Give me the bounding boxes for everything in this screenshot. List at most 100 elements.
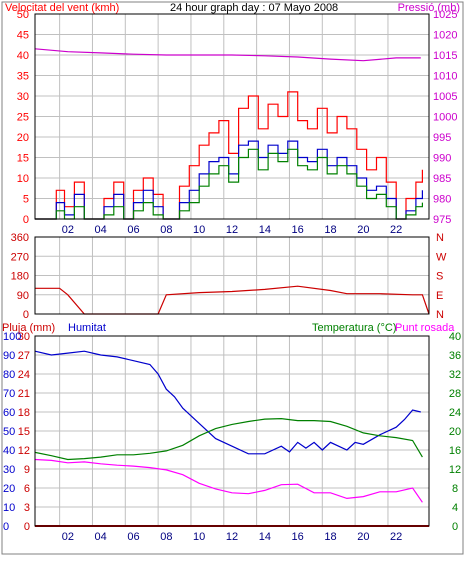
wind-tick-45: 45 xyxy=(17,30,29,42)
direction-tick-360: 360 xyxy=(11,232,29,244)
wind-tick-0: 0 xyxy=(23,214,29,226)
wind-x-tick-02: 02 xyxy=(62,224,74,236)
compass-tick-0: N xyxy=(436,232,444,244)
humidity-x-tick-18: 18 xyxy=(324,531,336,543)
pressure-tick-1010: 1010 xyxy=(433,71,457,83)
humidity-x-tick-14: 14 xyxy=(259,531,271,543)
humidity-axis-label: Humitat xyxy=(68,322,106,334)
humidity-panel-frame xyxy=(34,335,430,527)
rain-tick-30: 30 xyxy=(18,331,30,343)
wind-x-tick-12: 12 xyxy=(226,224,238,236)
direction-panel-frame xyxy=(34,236,430,315)
pressure-axis-label: Pressió (mb) xyxy=(398,2,460,14)
rain-tick-15: 15 xyxy=(18,426,30,438)
wind-x-tick-18: 18 xyxy=(324,224,336,236)
humidity-tick-0: 0 xyxy=(3,521,9,533)
pressure-line xyxy=(34,48,421,62)
pressure-tick-1015: 1015 xyxy=(433,50,457,62)
pressure-tick-1000: 1000 xyxy=(433,112,457,124)
wind-speed-line xyxy=(35,148,423,220)
direction-tick-0: 0 xyxy=(23,309,29,321)
temperature-tick-16: 16 xyxy=(449,445,461,457)
temperature-tick-24: 24 xyxy=(449,407,461,419)
pressure-tick-985: 985 xyxy=(433,173,451,185)
temperature-tick-36: 36 xyxy=(449,350,461,362)
rain-tick-24: 24 xyxy=(18,369,30,381)
humidity-tick-20: 20 xyxy=(3,483,15,495)
humidity-tick-50: 50 xyxy=(3,426,15,438)
humidity-tick-80: 80 xyxy=(3,369,15,381)
direction-tick-270: 270 xyxy=(11,251,29,263)
pressure-tick-980: 980 xyxy=(433,194,451,206)
pressure-tick-995: 995 xyxy=(433,132,451,144)
humidity-x-tick-08: 08 xyxy=(160,531,172,543)
humidity-tick-100: 100 xyxy=(3,331,21,343)
temperature-tick-4: 4 xyxy=(452,502,458,514)
wind-tick-50: 50 xyxy=(17,9,29,21)
wind-tick-30: 30 xyxy=(17,91,29,103)
humidity-x-tick-10: 10 xyxy=(193,531,205,543)
pressure-tick-1005: 1005 xyxy=(433,91,457,103)
direction-tick-180: 180 xyxy=(11,271,29,283)
temperature-tick-8: 8 xyxy=(452,483,458,495)
rain-tick-12: 12 xyxy=(18,445,30,457)
wind-tick-10: 10 xyxy=(17,173,29,185)
wind-x-tick-20: 20 xyxy=(357,224,369,236)
compass-tick-2: S xyxy=(436,271,443,283)
dewpoint-line xyxy=(34,458,423,503)
temperature-tick-28: 28 xyxy=(449,388,461,400)
humidity-tick-90: 90 xyxy=(3,350,15,362)
compass-tick-4: N xyxy=(436,309,444,321)
temperature-tick-20: 20 xyxy=(449,426,461,438)
humidity-x-tick-04: 04 xyxy=(95,531,107,543)
pressure-tick-1020: 1020 xyxy=(433,30,457,42)
direction-tick-90: 90 xyxy=(17,290,29,302)
compass-tick-3: E xyxy=(436,290,443,302)
humidity-tick-40: 40 xyxy=(3,445,15,457)
pressure-tick-975: 975 xyxy=(433,214,451,226)
temperature-line xyxy=(34,417,423,461)
wind-direction-line xyxy=(35,285,430,315)
wind-x-tick-10: 10 xyxy=(193,224,205,236)
wind-x-tick-04: 04 xyxy=(95,224,107,236)
wind-tick-25: 25 xyxy=(17,112,29,124)
temperature-tick-0: 0 xyxy=(452,521,458,533)
humidity-x-tick-06: 06 xyxy=(127,531,139,543)
temperature-axis-label: Temperatura (°C) xyxy=(312,322,396,334)
rain-tick-0: 0 xyxy=(24,521,30,533)
temperature-tick-40: 40 xyxy=(449,331,461,343)
wind-panel-frame xyxy=(34,13,430,220)
humidity-line xyxy=(34,350,421,455)
rain-tick-6: 6 xyxy=(24,483,30,495)
humidity-tick-60: 60 xyxy=(3,407,15,419)
wind-x-tick-14: 14 xyxy=(259,224,271,236)
wind-tick-5: 5 xyxy=(23,194,29,206)
rain-tick-9: 9 xyxy=(24,464,30,476)
wind-x-tick-22: 22 xyxy=(390,224,402,236)
wind-x-tick-08: 08 xyxy=(160,224,172,236)
humidity-x-tick-12: 12 xyxy=(226,531,238,543)
wind-gust-line xyxy=(35,91,423,220)
humidity-tick-10: 10 xyxy=(3,502,15,514)
humidity-tick-70: 70 xyxy=(3,388,15,400)
wind-x-tick-16: 16 xyxy=(292,224,304,236)
temperature-tick-32: 32 xyxy=(449,369,461,381)
rain-tick-27: 27 xyxy=(18,350,30,362)
wind-tick-20: 20 xyxy=(17,132,29,144)
dewpoint-axis-label: Punt rosada xyxy=(395,322,455,334)
humidity-x-tick-22: 22 xyxy=(390,531,402,543)
humidity-x-tick-02: 02 xyxy=(62,531,74,543)
humidity-x-tick-16: 16 xyxy=(292,531,304,543)
wind-tick-40: 40 xyxy=(17,50,29,62)
chart-title: 24 hour graph day : 07 Mayo 2008 xyxy=(170,2,338,14)
wind-x-tick-06: 06 xyxy=(127,224,139,236)
humidity-tick-30: 30 xyxy=(3,464,15,476)
wind-axis-label: Velocitat del vent (kmh) xyxy=(5,2,119,14)
wind-tick-35: 35 xyxy=(17,71,29,83)
humidity-x-tick-20: 20 xyxy=(357,531,369,543)
rain-tick-18: 18 xyxy=(18,407,30,419)
temperature-tick-12: 12 xyxy=(449,464,461,476)
pressure-tick-1025: 1025 xyxy=(433,9,457,21)
